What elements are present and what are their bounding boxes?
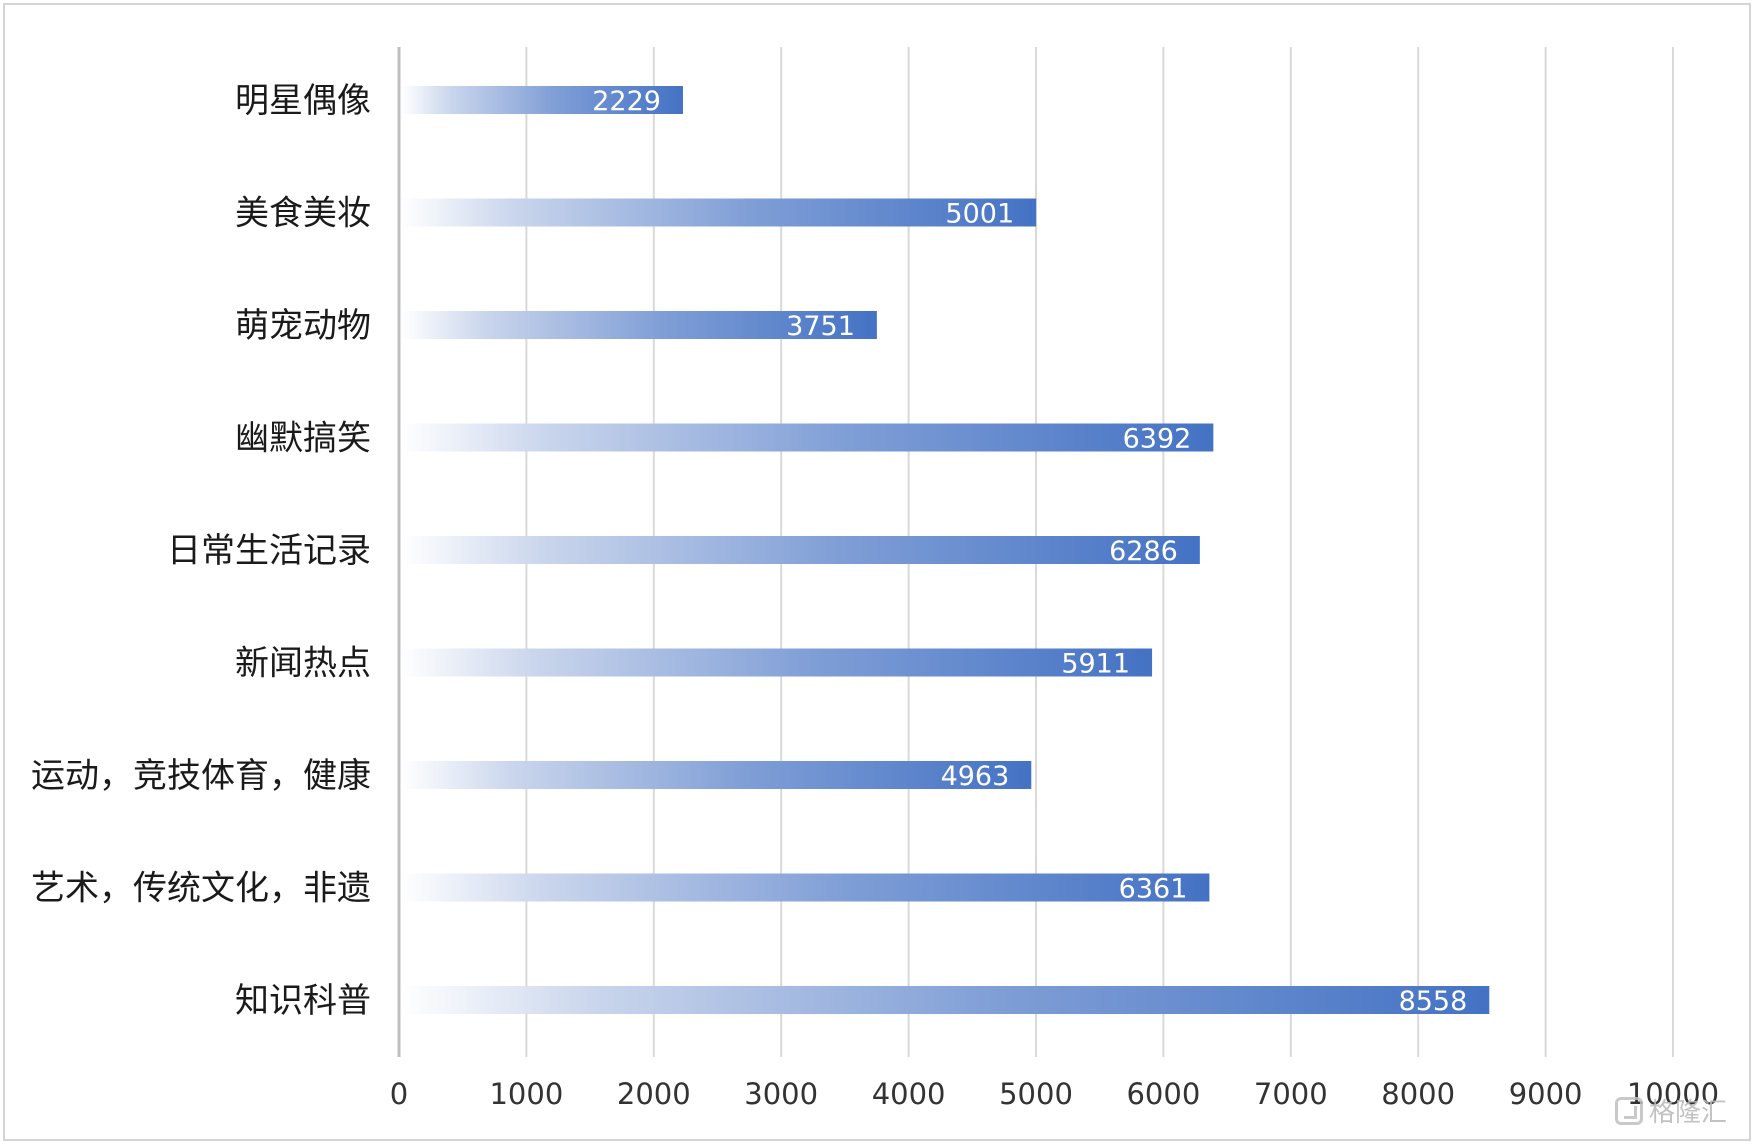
- category-label-2: 萌宠动物: [235, 306, 371, 346]
- watermark-text: 格隆汇: [1648, 1098, 1727, 1128]
- bar-7: [401, 873, 1210, 902]
- bar-6: [401, 761, 1032, 789]
- chart-frame: 2229 5001 3751 6392 6286 5911 4963 6361 8558 明星偶…: [3, 3, 1751, 1141]
- bars: 2229 5001 3751 6392 6286 5911 4963 6361 8558: [401, 86, 1490, 1017]
- category-label-5: 新闻热点: [235, 644, 371, 684]
- category-label-0: 明星偶像: [235, 81, 371, 121]
- x-axis-tick-labels: 0 1000 2000 3000 4000 5000 6000 7000 8000 9000 100…: [390, 1077, 1719, 1111]
- x-tick-label-5000: 5000: [999, 1077, 1073, 1111]
- data-label-3: 6392: [1123, 424, 1192, 455]
- x-tick-label-7000: 7000: [1254, 1077, 1328, 1111]
- bar-chart: 2229 5001 3751 6392 6286 5911 4963 6361 8558 明星偶…: [31, 47, 1719, 1111]
- x-tick-label-9000: 9000: [1509, 1077, 1583, 1111]
- watermark-logo-icon: [1614, 1096, 1643, 1125]
- x-tick-label-8000: 8000: [1381, 1077, 1455, 1111]
- bar-0: [401, 86, 683, 114]
- category-label-6: 运动，竞技体育，健康: [31, 756, 371, 796]
- bar-1: [401, 198, 1037, 227]
- category-label-4: 日常生活记录: [167, 531, 371, 571]
- data-label-0: 2229: [592, 86, 661, 117]
- bar-2: [401, 311, 877, 339]
- category-labels: 明星偶像美食美妆萌宠动物幽默搞笑日常生活记录新闻热点运动，竞技体育，健康艺术，传…: [31, 81, 371, 1021]
- bar-8: [401, 986, 1490, 1014]
- data-label-6: 4963: [941, 761, 1010, 792]
- bar-5: [401, 648, 1153, 677]
- category-label-7: 艺术，传统文化，非遗: [31, 869, 371, 909]
- data-label-4: 6286: [1109, 536, 1178, 567]
- x-tick-label-4000: 4000: [872, 1077, 946, 1111]
- x-tick-label-2000: 2000: [617, 1077, 691, 1111]
- data-label-8: 8558: [1399, 986, 1468, 1017]
- watermark: 格隆汇: [1614, 1092, 1727, 1129]
- x-tick-label-6000: 6000: [1126, 1077, 1200, 1111]
- data-label-2: 3751: [786, 311, 855, 342]
- x-tick-label-0: 0: [390, 1077, 408, 1111]
- data-label-1: 5001: [945, 199, 1014, 230]
- bar-3: [401, 423, 1214, 452]
- category-label-8: 知识科普: [235, 981, 371, 1021]
- data-label-7: 6361: [1119, 874, 1188, 905]
- bar-4: [401, 536, 1200, 564]
- data-label-5: 5911: [1061, 649, 1130, 680]
- category-label-1: 美食美妆: [235, 194, 371, 234]
- x-tick-label-1000: 1000: [489, 1077, 563, 1111]
- category-label-3: 幽默搞笑: [235, 419, 371, 459]
- x-tick-label-3000: 3000: [744, 1077, 818, 1111]
